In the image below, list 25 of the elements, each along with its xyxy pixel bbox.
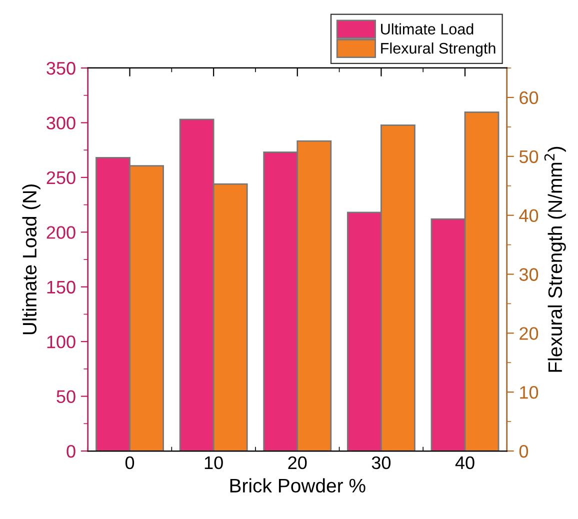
y-tick-label: 250 [46, 171, 76, 184]
x-tick-label: 10 [204, 456, 223, 470]
y-tick-label: 350 [46, 62, 76, 75]
y-axis-title: Ultimate Load (N) [22, 184, 40, 334]
y-tick-label: 100 [47, 336, 76, 348]
y-tick-label: 200 [46, 226, 76, 239]
y-tick-label: 150 [47, 280, 76, 294]
y2-tick-label: 10 [520, 386, 538, 399]
y2-tick-label: 30 [519, 268, 538, 281]
y-tick-label: 0 [66, 444, 76, 458]
legend-label: Ultimate Load [381, 23, 474, 35]
y2-tick-label: 50 [519, 150, 538, 164]
y-tick-label: 300 [46, 116, 76, 130]
y2-tick-label: 20 [520, 327, 538, 340]
x-tick-label: 40 [455, 456, 474, 470]
legend-label: Flexural Strength [381, 42, 496, 57]
x-tick-label: 0 [125, 456, 134, 470]
y2-tick-label: 0 [519, 444, 528, 458]
x-axis-title: Brick Powder % [230, 478, 366, 493]
y-tick-label: 50 [56, 390, 76, 404]
x-tick-label: 30 [372, 456, 391, 470]
y2-axis-title: Flexural Strength (N/mm$^{2}$) [544, 146, 566, 372]
y2-tick-label: 40 [519, 209, 538, 222]
y2-tick-label: 60 [520, 91, 538, 104]
x-tick-label: 20 [288, 456, 307, 470]
